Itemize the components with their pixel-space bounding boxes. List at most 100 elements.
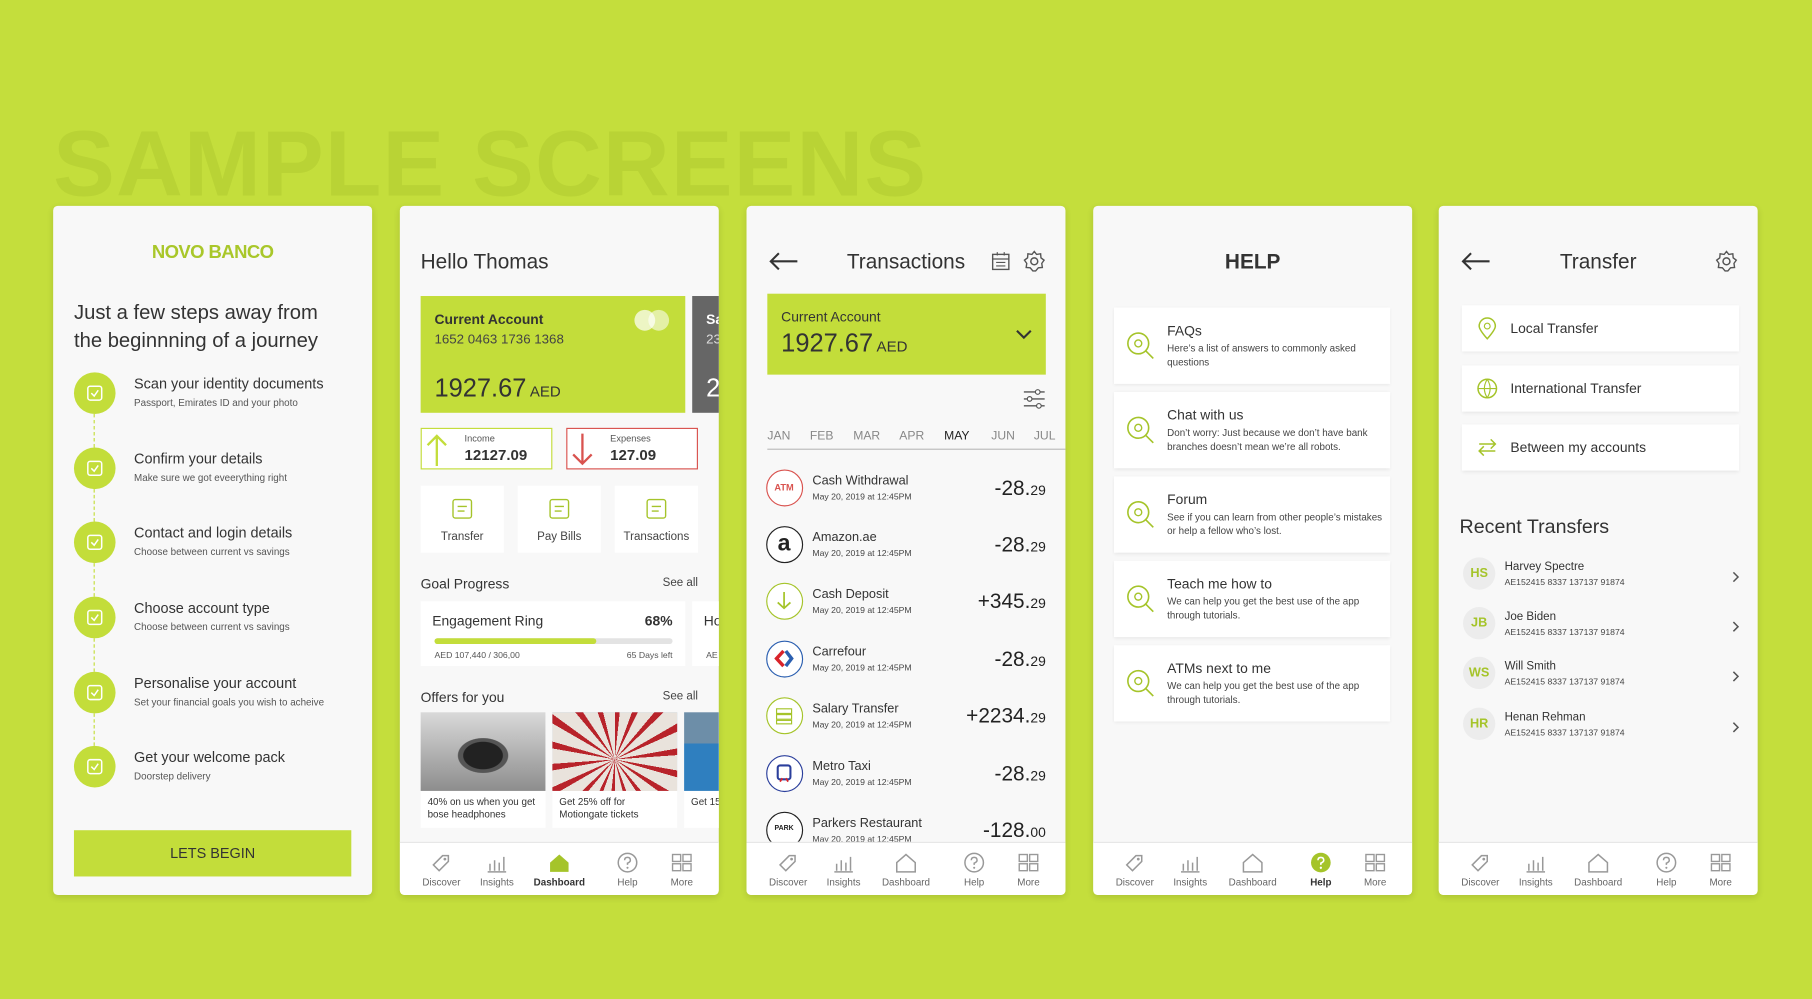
nav-item[interactable]: Discover bbox=[1453, 843, 1508, 895]
offer-card[interactable]: 40% on us when you get bose headphones bbox=[420, 712, 546, 828]
nav-icon-svg bbox=[617, 852, 638, 873]
month-tab[interactable]: MAY bbox=[944, 428, 970, 443]
section-title: Recent Transfers bbox=[1459, 515, 1610, 538]
help-item[interactable]: Chat with us Don’t worry: Just because we… bbox=[1113, 391, 1391, 469]
payee-name: Harvey Spectre bbox=[1504, 560, 1585, 574]
onboarding-screen: NOVO BANCO Just a few steps away from the… bbox=[53, 205, 373, 895]
nav-item[interactable]: Help bbox=[1639, 843, 1694, 895]
payee-iban: AE152415 8337 137137 91874 bbox=[1504, 676, 1625, 687]
recent-transfer[interactable]: WS Will Smith AE152415 8337 137137 91874 bbox=[1460, 652, 1742, 694]
nav-item[interactable]: More bbox=[1693, 843, 1748, 895]
nav-icon-svg bbox=[1471, 854, 1489, 872]
transaction-row[interactable]: Parkers Restaurant May 20, 2019 at 12:45P… bbox=[810, 812, 1047, 849]
nav-item[interactable]: Insights bbox=[469, 843, 524, 895]
nav-label: Discover bbox=[422, 876, 461, 889]
merchant-glyph-svg bbox=[776, 764, 792, 783]
nav-item[interactable]: Insights bbox=[1508, 843, 1563, 895]
help-title: Chat with us bbox=[1167, 407, 1244, 424]
transaction-name: Cash Deposit bbox=[812, 587, 889, 602]
see-all[interactable]: See all bbox=[662, 576, 698, 590]
merchant-glyph-svg bbox=[774, 649, 794, 668]
nav-item[interactable]: Insights bbox=[816, 843, 871, 895]
nav-item[interactable]: Dashboard bbox=[878, 843, 933, 895]
amount-main: -28. bbox=[994, 476, 1031, 500]
nav-label: Discover bbox=[1461, 876, 1500, 889]
help-item[interactable]: FAQs Here’s a list of answers to commonly… bbox=[1113, 307, 1391, 384]
greeting: Hello Thomas bbox=[420, 249, 549, 273]
account-card[interactable]: Sa 23 2 bbox=[692, 296, 719, 413]
step-icon bbox=[73, 447, 116, 490]
step-connector bbox=[93, 713, 95, 746]
help-icon bbox=[1124, 330, 1156, 368]
amount-main: -128. bbox=[982, 818, 1031, 842]
transaction-row[interactable]: Cash Withdrawal May 20, 2019 at 12:45PM -2… bbox=[810, 469, 1047, 506]
nav-item[interactable]: Insights bbox=[1163, 843, 1218, 895]
nav-bar: Discover Insights Dashboard Help More bbox=[399, 841, 719, 895]
transaction-row[interactable]: Metro Taxi May 20, 2019 at 12:45PM -28.29 bbox=[810, 755, 1047, 792]
recent-transfer[interactable]: HS Harvey Spectre AE152415 8337 137137 918… bbox=[1460, 553, 1742, 595]
option-icon-svg bbox=[1478, 317, 1497, 340]
transfer-option[interactable]: Between my accounts bbox=[1461, 424, 1740, 471]
nav-item[interactable]: More bbox=[1347, 843, 1402, 895]
nav-label: Help bbox=[1656, 876, 1677, 889]
amount-main: -28. bbox=[994, 762, 1031, 786]
see-all[interactable]: See all bbox=[662, 690, 698, 704]
account-name: Sa bbox=[706, 311, 719, 328]
action-tile[interactable]: Transfer bbox=[420, 485, 504, 553]
account-card[interactable]: Current Account 1927.67 AED bbox=[767, 293, 1046, 375]
help-item[interactable]: ATMs next to me We can help you get the b… bbox=[1113, 645, 1391, 722]
transaction-date: May 20, 2019 at 12:45PM bbox=[812, 604, 912, 616]
transaction-row[interactable]: Salary Transfer May 20, 2019 at 12:45PM +2… bbox=[810, 697, 1047, 734]
transaction-row[interactable]: Cash Deposit May 20, 2019 at 12:45PM +345.… bbox=[810, 583, 1047, 620]
transaction-amount: -128.00 bbox=[897, 819, 1046, 843]
nav-item[interactable]: Discover bbox=[414, 843, 469, 895]
action-tile[interactable]: Transactions bbox=[614, 485, 698, 553]
nav-icon-svg bbox=[1181, 856, 1200, 873]
offer-card[interactable]: Get 15 Ananta bbox=[684, 712, 719, 828]
offer-card[interactable]: Get 25% off for Motiongate tickets bbox=[552, 712, 678, 828]
nav-item[interactable]: Help bbox=[600, 843, 655, 895]
nav-item[interactable]: Dashboard bbox=[1225, 843, 1280, 895]
goal-card[interactable]: Ho AE bbox=[692, 601, 719, 667]
goal-card[interactable]: Engagement Ring 68% AED 107,440 / 306,00 65… bbox=[420, 601, 686, 667]
step-subtitle: Choose between current vs savings bbox=[134, 620, 290, 633]
month-tab[interactable]: JUN bbox=[991, 428, 1015, 443]
nav-item[interactable]: Dashboard bbox=[1570, 843, 1625, 895]
help-title: Forum bbox=[1167, 491, 1208, 508]
help-item[interactable]: Forum See if you can learn from other peo… bbox=[1113, 476, 1391, 553]
transaction-row[interactable]: Carrefour May 20, 2019 at 12:45PM -28.29 bbox=[810, 641, 1047, 678]
nav-icon bbox=[893, 851, 918, 880]
merchant-glyph bbox=[774, 649, 794, 674]
nav-label: Dashboard bbox=[1228, 876, 1277, 889]
month-tab[interactable]: JAN bbox=[767, 428, 791, 443]
account-card[interactable]: Current Account 1652 0463 1736 1368 1927.6… bbox=[420, 296, 686, 413]
month-tab[interactable]: MAR bbox=[853, 428, 881, 443]
transaction-amount: -28.29 bbox=[897, 648, 1046, 672]
recent-transfer[interactable]: JB Joe Biden AE152415 8337 137137 91874 bbox=[1460, 602, 1742, 644]
nav-item[interactable]: Dashboard bbox=[532, 843, 587, 895]
amount-main: -28. bbox=[994, 647, 1031, 671]
begin-button[interactable]: LETS BEGIN bbox=[73, 830, 352, 877]
nav-item[interactable]: Help bbox=[1293, 843, 1348, 895]
nav-icon bbox=[1523, 851, 1548, 880]
step-icon bbox=[73, 521, 116, 564]
help-item[interactable]: Teach me how to We can help you get the b… bbox=[1113, 560, 1391, 638]
nav-item[interactable]: Discover bbox=[1107, 843, 1162, 895]
offer-text: Get 25% off for Motiongate tickets bbox=[559, 795, 639, 820]
month-tab[interactable]: FEB bbox=[809, 428, 834, 443]
nav-label: Dashboard bbox=[533, 876, 585, 889]
month-tab[interactable]: APR bbox=[899, 428, 925, 443]
step-connector bbox=[93, 413, 95, 448]
nav-item[interactable]: Help bbox=[946, 843, 1001, 895]
transfer-option[interactable]: International Transfer bbox=[1461, 365, 1740, 412]
transaction-row[interactable]: Amazon.ae May 20, 2019 at 12:45PM -28.29 bbox=[810, 526, 1047, 563]
recent-transfer[interactable]: HR Henan Rehman AE152415 8337 137137 91874 bbox=[1460, 703, 1742, 745]
nav-item[interactable]: More bbox=[654, 843, 709, 895]
income-box: Income 12127.09 bbox=[420, 427, 553, 470]
transfer-option[interactable]: Local Transfer bbox=[1461, 305, 1740, 352]
action-tile[interactable]: Pay Bills bbox=[517, 485, 601, 553]
nav-item[interactable]: More bbox=[1001, 843, 1056, 895]
month-tab[interactable]: JUL bbox=[1033, 428, 1056, 443]
nav-item[interactable]: Discover bbox=[760, 843, 815, 895]
